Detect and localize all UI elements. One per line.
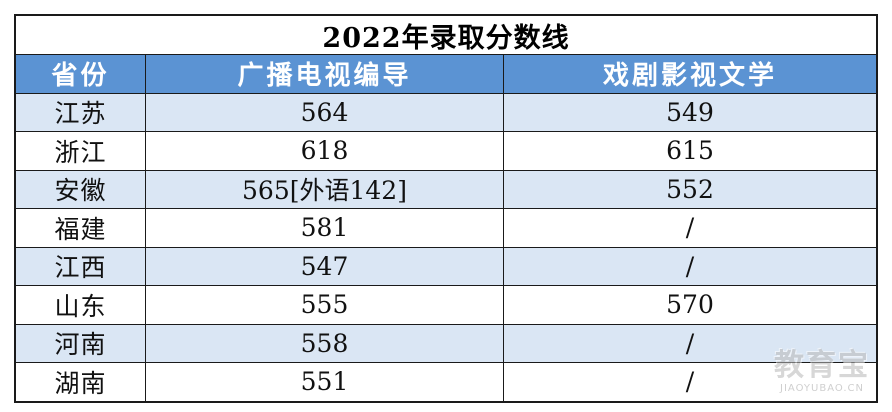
drama-score-cell: 615: [504, 132, 876, 170]
score-table: 2022年录取分数线 省份 广播电视编导 戏剧影视文学 江苏 564 549 浙…: [14, 14, 878, 403]
province-cell: 江西: [16, 247, 146, 285]
table-row: 浙江 618 615: [16, 132, 876, 171]
province-cell: 江苏: [16, 93, 146, 131]
table-row: 安徽 565[外语142] 552: [16, 170, 876, 209]
broadcast-score-cell: 555: [146, 286, 504, 324]
header-province: 省份: [16, 55, 146, 93]
header-broadcast-directing: 广播电视编导: [146, 55, 504, 93]
table-row: 江苏 564 549: [16, 93, 876, 132]
table-header-row: 省份 广播电视编导 戏剧影视文学: [16, 55, 876, 94]
broadcast-score-cell: 618: [146, 132, 504, 170]
broadcast-score-cell: 581: [146, 209, 504, 247]
table-row: 湖南 551 /: [16, 363, 876, 401]
broadcast-score-cell: 564: [146, 93, 504, 131]
broadcast-score-cell: 558: [146, 324, 504, 362]
province-cell: 山东: [16, 286, 146, 324]
province-cell: 浙江: [16, 132, 146, 170]
broadcast-score-cell: 565[外语142]: [146, 170, 504, 208]
drama-score-cell: /: [504, 247, 876, 285]
drama-score-cell: 570: [504, 286, 876, 324]
table-row: 江西 547 /: [16, 247, 876, 286]
drama-score-cell: 549: [504, 93, 876, 131]
province-cell: 安徽: [16, 170, 146, 208]
broadcast-score-cell: 547: [146, 247, 504, 285]
drama-score-cell: 552: [504, 170, 876, 208]
drama-score-cell: /: [504, 363, 876, 401]
province-cell: 湖南: [16, 363, 146, 401]
table-row: 福建 581 /: [16, 209, 876, 248]
province-cell: 河南: [16, 324, 146, 362]
broadcast-score-cell: 551: [146, 363, 504, 401]
table-row: 河南 558 /: [16, 324, 876, 363]
header-drama-film-literature: 戏剧影视文学: [504, 55, 876, 93]
drama-score-cell: /: [504, 209, 876, 247]
drama-score-cell: /: [504, 324, 876, 362]
province-cell: 福建: [16, 209, 146, 247]
table-title: 2022年录取分数线: [16, 16, 876, 55]
table-row: 山东 555 570: [16, 286, 876, 325]
